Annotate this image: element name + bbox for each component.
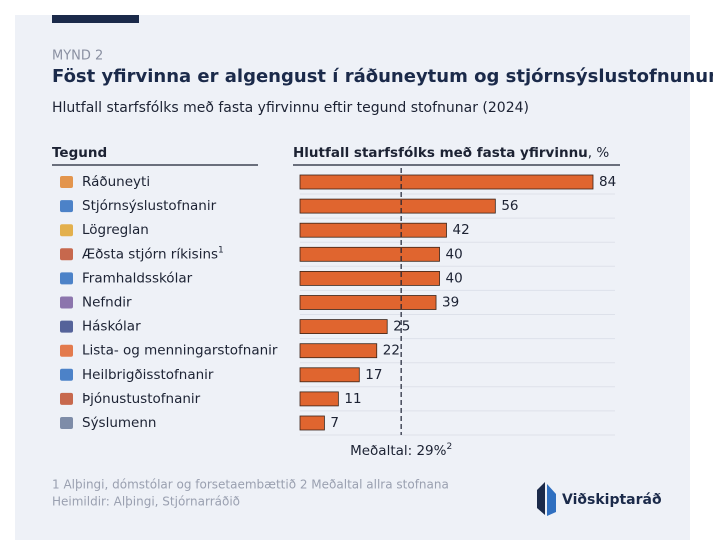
category-icon bbox=[60, 176, 73, 188]
logo-mark bbox=[537, 482, 545, 515]
value-label: 40 bbox=[446, 246, 463, 262]
category-icon bbox=[60, 224, 73, 237]
category-icon bbox=[60, 392, 73, 405]
reference-text: Meðaltal: 29% bbox=[350, 443, 447, 459]
footnotes: 1 Alþingi, dómstólar og forsetaembættið … bbox=[52, 478, 449, 492]
value-label: 42 bbox=[453, 222, 470, 238]
value-label: 11 bbox=[344, 391, 361, 407]
x-label: Hlutfall starfsfólks með fasta yfirvinnu bbox=[293, 145, 588, 161]
bar bbox=[299, 391, 339, 407]
category-header: Tegund bbox=[52, 145, 107, 161]
bar bbox=[299, 415, 325, 431]
bar bbox=[299, 222, 447, 238]
category-label: Nefndir bbox=[82, 295, 132, 311]
category-label: Framhaldsskólar bbox=[82, 270, 193, 286]
category-icon bbox=[60, 368, 73, 381]
category-icon bbox=[60, 272, 73, 285]
value-label: 39 bbox=[442, 295, 459, 311]
category-name: Þjónustustofnanir bbox=[82, 391, 201, 407]
value-label: 56 bbox=[501, 198, 518, 214]
category-name: Sýslumenn bbox=[82, 415, 156, 431]
logo-mark bbox=[547, 484, 556, 516]
value-label: 84 bbox=[599, 174, 616, 190]
category-name: Stjórnsýslustofnanir bbox=[82, 198, 217, 214]
category-label: Stjórnsýslustofnanir bbox=[82, 198, 217, 214]
x-header: Hlutfall starfsfólks með fasta yfirvinnu… bbox=[293, 145, 609, 161]
category-label: Sýslumenn bbox=[82, 415, 156, 431]
bar bbox=[299, 343, 378, 359]
bar bbox=[299, 246, 440, 262]
value-label: 22 bbox=[383, 343, 400, 359]
value-label: 7 bbox=[330, 415, 339, 431]
logo: Viðskiptaráð bbox=[537, 482, 662, 516]
bar bbox=[299, 295, 437, 310]
category-name: Heilbrigðisstofnanir bbox=[82, 367, 214, 383]
bar bbox=[299, 270, 440, 286]
category-icon bbox=[60, 248, 73, 261]
category-label: Þjónustustofnanir bbox=[82, 391, 201, 407]
source: Heimildir: Alþingi, Stjórnarráðið bbox=[52, 495, 240, 509]
category-label: Heilbrigðisstofnanir bbox=[82, 367, 214, 383]
category-name: Háskólar bbox=[82, 319, 141, 335]
category-icon bbox=[60, 200, 73, 213]
reference-footnote: 2 bbox=[446, 442, 452, 452]
category-label: Ráðuneyti bbox=[82, 174, 150, 190]
category-name: Ráðuneyti bbox=[82, 174, 150, 190]
category-label: Háskólar bbox=[82, 319, 141, 335]
figure-label: MYND 2 bbox=[52, 49, 103, 64]
x-unit: , % bbox=[588, 145, 610, 161]
category-label: Lögreglan bbox=[82, 222, 149, 238]
category-icon bbox=[60, 344, 73, 357]
brand: Viðskiptaráð bbox=[562, 492, 662, 508]
reference-label: Meðaltal: 29%2 bbox=[350, 442, 452, 460]
bar bbox=[299, 367, 360, 383]
category-name: Nefndir bbox=[82, 295, 132, 311]
bar bbox=[299, 198, 496, 214]
value-label: 17 bbox=[365, 367, 382, 383]
category-icon bbox=[60, 320, 73, 333]
bar bbox=[299, 319, 388, 335]
value-label: 40 bbox=[446, 270, 463, 286]
bar bbox=[299, 174, 594, 190]
chart-title: Föst yfirvinna er algengust í ráðuneytum… bbox=[52, 66, 713, 87]
category-icon bbox=[60, 296, 73, 309]
category-name: Framhaldsskólar bbox=[82, 270, 193, 286]
category-icon bbox=[60, 417, 73, 429]
category-name: Lögreglan bbox=[82, 222, 149, 238]
category-name: Æðsta stjórn ríkisins bbox=[82, 246, 218, 262]
category-label: Æðsta stjórn ríkisins1 bbox=[82, 245, 224, 262]
value-label: 25 bbox=[393, 319, 410, 335]
subtitle: Hlutfall starfsfólks með fasta yfirvinnu… bbox=[52, 100, 529, 116]
category-label: Lista- og menningarstofnanir bbox=[82, 343, 278, 359]
category-name: Lista- og menningarstofnanir bbox=[82, 343, 278, 359]
category-footnote: 1 bbox=[218, 245, 224, 255]
accent-bar bbox=[52, 15, 139, 23]
